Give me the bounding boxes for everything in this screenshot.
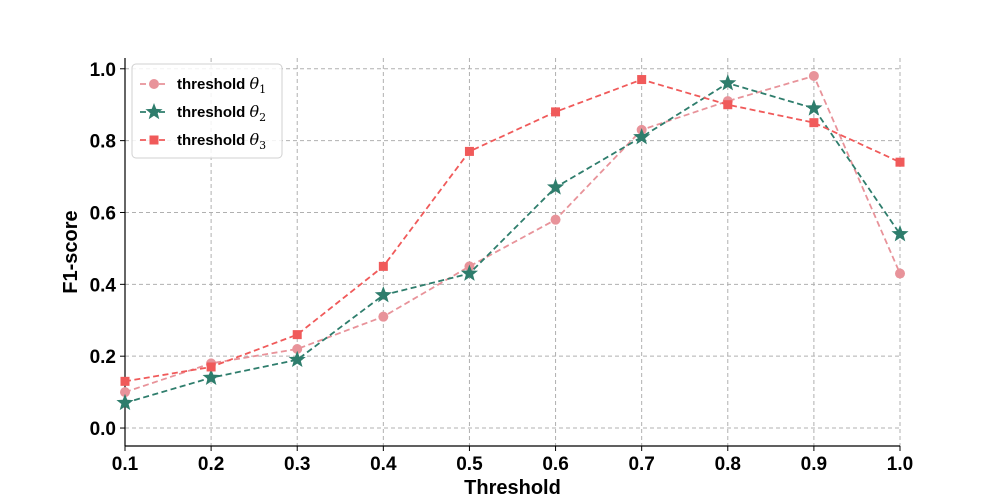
legend-marker (145, 103, 163, 120)
legend-label-symbol: θ (250, 102, 260, 121)
legend-marker (149, 79, 159, 89)
legend-label-symbol: θ (250, 74, 260, 93)
legend-frame (131, 63, 283, 159)
legend-label: threshold θ3 (177, 130, 266, 152)
x-axis-label: Threshold (464, 477, 561, 499)
axes: 0.1 0.2 0.3 0.4 0.5 0.6 0.7 0.8 0.9 1.0 0.0 0.2 0.4 0… (90, 58, 913, 475)
series-3-line (124, 78, 901, 383)
series-1-point (378, 311, 389, 322)
series-2-point (547, 178, 565, 195)
x-tick-label: 0.3 (284, 454, 310, 475)
series-2-point (374, 286, 392, 303)
x-tick-label: 0.8 (715, 454, 741, 475)
x-tick-label: 0.4 (370, 454, 397, 475)
series-1-point (550, 214, 561, 225)
legend-marker (149, 135, 159, 145)
series-2-point (460, 264, 478, 281)
series-2-point (202, 368, 220, 386)
series-3-point (637, 75, 647, 85)
y-tick-label: 0.6 (90, 203, 116, 224)
series-1-point (808, 70, 819, 81)
legend-label-prefix: threshold (177, 104, 250, 121)
series-3-point (895, 157, 905, 167)
legend-label: threshold θ2 (177, 102, 266, 124)
y-tick-label: 0.4 (90, 275, 117, 296)
x-tick-label: 0.9 (801, 454, 827, 475)
legend-entry-1: threshold θ1 (140, 74, 266, 96)
x-tick-label: 0.1 (112, 454, 139, 475)
series-2-line (124, 82, 901, 404)
legend-label-prefix: threshold (177, 76, 250, 93)
series-3-point (292, 330, 302, 340)
y-tick-label: 0.0 (90, 419, 116, 440)
legend-label: threshold θ1 (177, 74, 266, 96)
y-tick-label: 1.0 (90, 60, 116, 81)
legend-label-subscript: 3 (259, 139, 266, 152)
legend-label-prefix: threshold (177, 132, 250, 149)
series-2-point (288, 350, 306, 368)
x-tick-label: 0.2 (198, 454, 224, 475)
series-3-point (378, 261, 388, 271)
series-1-point (292, 344, 303, 354)
legend-label-subscript: 2 (259, 111, 266, 124)
series-3-point (723, 100, 733, 110)
series-2 (116, 74, 909, 411)
series-2-point (891, 225, 909, 242)
series-3-point (464, 146, 474, 156)
series-3-point (809, 118, 819, 128)
series-2-point (719, 74, 737, 91)
legend-entry-2: threshold θ2 (140, 102, 266, 124)
legend-entry-3: threshold θ3 (140, 130, 266, 152)
x-tick-label: 1.0 (887, 454, 913, 475)
x-tick-label: 0.6 (542, 454, 568, 475)
legend-label-subscript: 1 (259, 83, 266, 96)
series-1-point (120, 387, 130, 398)
y-tick-label: 0.2 (90, 347, 116, 368)
y-axis-label: F1-score (60, 210, 82, 293)
data-series (116, 70, 909, 411)
series-2-point (116, 393, 134, 411)
series-2-point (633, 128, 651, 145)
x-tick-label: 0.7 (628, 454, 654, 475)
series-1-point (895, 268, 905, 279)
legend-label-symbol: θ (250, 130, 260, 149)
series-3-point (120, 376, 130, 386)
series-2-point (805, 99, 823, 116)
series-3 (120, 75, 905, 386)
y-tick-label: 0.8 (90, 132, 116, 153)
x-tick-label: 0.5 (456, 454, 483, 475)
series-3-point (206, 362, 216, 372)
series-3-point (551, 107, 561, 117)
series-1-line (124, 74, 901, 393)
